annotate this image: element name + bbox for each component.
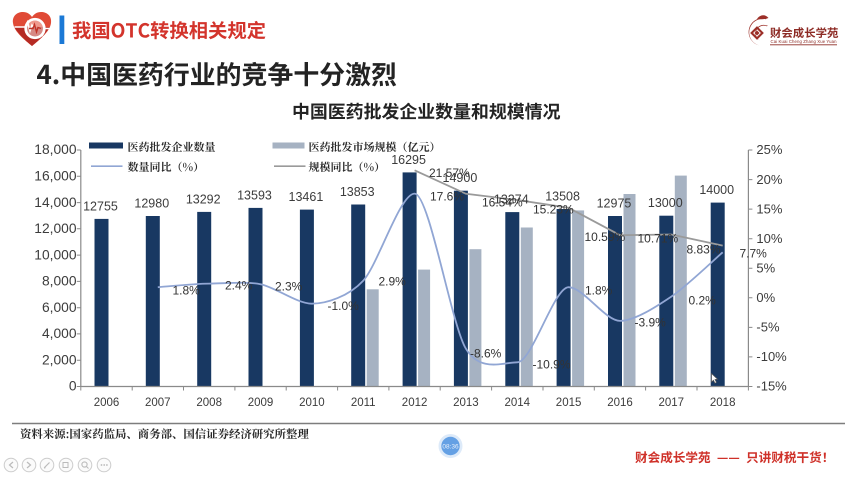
svg-text:-15%: -15% (756, 379, 787, 394)
svg-text:6,000: 6,000 (42, 300, 77, 315)
svg-text:2.3%: 2.3% (275, 280, 303, 294)
svg-text:16295: 16295 (391, 153, 426, 167)
svg-text:16,000: 16,000 (34, 169, 77, 184)
svg-text:-1.0%: -1.0% (328, 299, 360, 313)
svg-text:13274: 13274 (494, 193, 529, 207)
svg-text:0.2%: 0.2% (689, 294, 717, 308)
svg-text:08:36: 08:36 (442, 444, 459, 451)
svg-text:14900: 14900 (443, 171, 478, 185)
svg-text:2011: 2011 (351, 397, 376, 409)
svg-text:0: 0 (69, 379, 77, 394)
svg-text:21.57%: 21.57% (429, 166, 470, 180)
svg-text:2006: 2006 (94, 397, 120, 409)
svg-text:-10.9%: -10.9% (533, 358, 571, 372)
svg-text:2015: 2015 (556, 397, 582, 409)
svg-text:Cai Kuai Cheng Zhang Xue Yuan: Cai Kuai Cheng Zhang Xue Yuan (771, 39, 838, 44)
svg-text:2,000: 2,000 (42, 352, 77, 367)
svg-text:20%: 20% (756, 172, 782, 187)
svg-text:10,000: 10,000 (34, 247, 77, 262)
svg-text:2008: 2008 (196, 397, 222, 409)
svg-text:10%: 10% (756, 231, 782, 246)
svg-text:12980: 12980 (134, 197, 169, 211)
svg-text:12975: 12975 (597, 197, 632, 211)
svg-text:2016: 2016 (607, 397, 633, 409)
svg-text:10.59%: 10.59% (585, 230, 626, 244)
svg-text:14000: 14000 (699, 183, 734, 197)
svg-text:1.8%: 1.8% (585, 284, 613, 298)
svg-text:15%: 15% (756, 201, 782, 216)
svg-text:13593: 13593 (237, 188, 272, 202)
svg-text:2013: 2013 (453, 397, 479, 409)
svg-text:13000: 13000 (648, 196, 683, 210)
svg-text:14,000: 14,000 (34, 195, 77, 210)
svg-text:2012: 2012 (402, 397, 428, 409)
svg-text:2014: 2014 (505, 397, 531, 409)
svg-text:0%: 0% (756, 290, 775, 305)
svg-text:4,000: 4,000 (42, 326, 77, 341)
svg-text:2009: 2009 (248, 397, 274, 409)
svg-text:2.4%: 2.4% (225, 279, 253, 293)
svg-text:10.71%: 10.71% (638, 232, 679, 246)
svg-text:2018: 2018 (710, 397, 736, 409)
svg-text:2010: 2010 (299, 397, 325, 409)
svg-text:2007: 2007 (145, 397, 171, 409)
svg-text:13292: 13292 (186, 192, 221, 206)
svg-text:2.9%: 2.9% (379, 275, 407, 289)
svg-text:1.8%: 1.8% (173, 284, 201, 298)
svg-text:8.83%: 8.83% (687, 243, 721, 257)
svg-text:13508: 13508 (545, 190, 580, 204)
svg-text:16.54%: 16.54% (482, 196, 523, 210)
svg-text:15.23%: 15.23% (533, 203, 574, 217)
svg-text:7.7%: 7.7% (740, 247, 768, 261)
svg-text:-8.6%: -8.6% (470, 347, 502, 361)
svg-text:-5%: -5% (756, 320, 780, 335)
svg-text:2017: 2017 (659, 397, 685, 409)
svg-text:17.6%: 17.6% (430, 190, 464, 204)
svg-text:13853: 13853 (340, 185, 375, 199)
svg-text:13461: 13461 (289, 190, 324, 204)
svg-text:8,000: 8,000 (42, 274, 77, 289)
svg-text:12755: 12755 (83, 199, 118, 213)
svg-text:12,000: 12,000 (34, 221, 77, 236)
svg-text:25%: 25% (756, 142, 782, 157)
svg-text:-3.9%: -3.9% (635, 316, 667, 330)
svg-text:-10%: -10% (756, 349, 787, 364)
svg-text:18,000: 18,000 (34, 142, 77, 157)
svg-text:5%: 5% (756, 260, 775, 275)
